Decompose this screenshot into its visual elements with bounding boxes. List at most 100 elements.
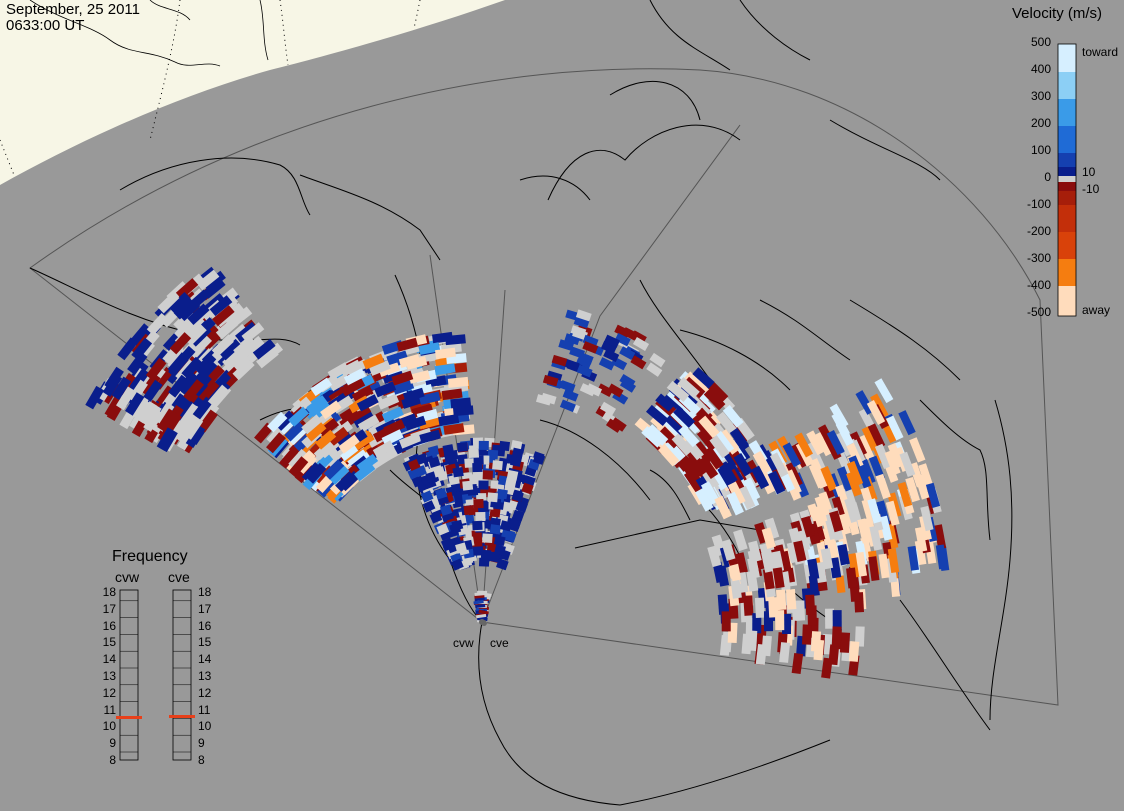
echo-cell <box>835 421 854 447</box>
echo-cell <box>714 495 732 520</box>
echo-cell <box>450 397 472 409</box>
echo-cell <box>839 632 851 653</box>
echo-cell <box>859 458 876 485</box>
velocity-tick: 200 <box>1030 116 1051 130</box>
echo-cell <box>810 631 822 652</box>
velocity-away-label: away <box>1082 303 1111 317</box>
echo-cell <box>630 355 647 370</box>
echo-cell <box>673 405 696 428</box>
echo-cell <box>315 429 337 450</box>
echo-cell <box>429 511 443 524</box>
echo-cell <box>716 565 730 587</box>
echo-cell <box>174 317 196 340</box>
echo-cell <box>471 538 483 549</box>
echo-cell <box>696 428 718 452</box>
echo-cell <box>717 465 737 489</box>
echo-cell <box>496 488 508 500</box>
echo-cell <box>127 351 148 375</box>
echo-cell <box>579 383 596 397</box>
echo-cell <box>752 613 762 634</box>
echo-cell <box>820 548 834 570</box>
echo-cell <box>202 277 226 299</box>
echo-cell <box>771 550 785 573</box>
echo-cell <box>747 557 760 579</box>
echo-cell <box>301 414 323 435</box>
echo-cell <box>826 429 845 456</box>
echo-cell <box>671 433 693 456</box>
echo-cell <box>475 512 486 522</box>
echo-cell <box>509 455 522 467</box>
echo-cell <box>462 480 474 491</box>
echo-cell <box>431 331 454 344</box>
echo-cell <box>145 357 167 381</box>
frequency-tick: 9 <box>198 736 205 751</box>
echo-cell <box>499 520 512 532</box>
echo-cell <box>619 346 636 360</box>
echo-cell <box>730 577 742 599</box>
echo-cell <box>306 462 327 484</box>
echo-cell <box>288 448 309 470</box>
echo-cell <box>472 520 483 531</box>
frequency-grid <box>120 600 191 753</box>
daylight-dotted-lines <box>0 0 421 176</box>
echo-cell <box>603 348 620 363</box>
echo-cell <box>473 455 484 465</box>
echo-cell <box>143 408 163 432</box>
site-marker-cve <box>481 620 487 626</box>
echo-cell <box>914 474 930 500</box>
echo-cell <box>428 456 441 468</box>
echo-cell <box>729 427 750 451</box>
echo-cell <box>320 385 343 404</box>
date-label: September, 25 2011 <box>6 1 140 18</box>
echo-cell <box>381 406 404 423</box>
echo-cell <box>343 377 366 396</box>
velocity-tick: -400 <box>1026 278 1051 292</box>
echo-cell <box>368 360 391 376</box>
echo-cell <box>779 642 791 663</box>
echo-cell <box>140 373 161 397</box>
echo-cell <box>274 410 296 431</box>
echo-cell <box>447 376 469 388</box>
frequency-tick: 9 <box>109 736 116 751</box>
echo-cell <box>782 442 802 468</box>
echo-cell <box>582 334 599 348</box>
echo-cell <box>487 492 498 503</box>
echo-cell <box>866 400 886 425</box>
echo-cell <box>343 368 366 386</box>
frequency-tick: 14 <box>102 652 116 667</box>
echo-cell <box>899 451 916 478</box>
echo-cell <box>806 430 825 456</box>
echo-cell <box>795 600 806 621</box>
echo-cell <box>761 527 776 550</box>
velocity-minus10-label: -10 <box>1082 182 1100 196</box>
echo-cell <box>846 442 864 468</box>
echo-cell <box>775 589 787 611</box>
echo-cell <box>215 318 239 340</box>
echo-cell <box>438 414 460 427</box>
echo-cell <box>717 594 729 615</box>
echo-cell <box>559 380 576 393</box>
echo-cell <box>256 347 279 369</box>
echo-cell <box>646 424 669 446</box>
frequency-tick: 10 <box>198 719 212 734</box>
echo-cell <box>886 415 904 441</box>
frequency-tick: 13 <box>198 669 212 683</box>
echo-cell <box>179 403 200 427</box>
echo-cell <box>614 324 631 338</box>
echo-cell <box>846 460 864 487</box>
echo-cell <box>706 380 729 403</box>
velocity-tick: 500 <box>1030 35 1051 49</box>
echo-cell <box>436 523 450 536</box>
echo-cell <box>473 499 484 509</box>
echo-cell <box>834 431 853 457</box>
echo-cell <box>488 551 501 563</box>
frequency-tick: 15 <box>102 635 116 650</box>
echo-cell <box>682 456 703 480</box>
echo-cell <box>775 610 785 631</box>
echo-cell <box>338 434 360 454</box>
echo-cell <box>420 490 434 503</box>
echo-cell <box>320 400 342 420</box>
echo-cell <box>935 544 948 570</box>
echo-cell <box>169 332 192 355</box>
